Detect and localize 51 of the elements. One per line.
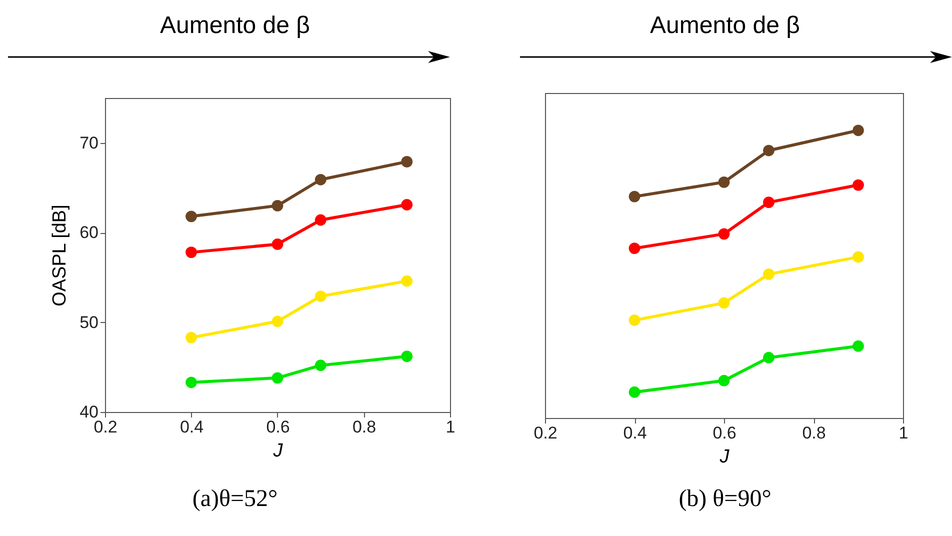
chart-title: Aumento de β <box>649 12 801 40</box>
x-tick-label: 0.4 <box>623 424 647 442</box>
x-tick-label: 0.6 <box>266 418 290 436</box>
point <box>852 124 864 136</box>
point <box>314 174 326 186</box>
point <box>186 210 197 222</box>
point <box>718 297 730 309</box>
y-tick-label: 70 <box>80 133 98 152</box>
point <box>401 156 413 168</box>
point <box>718 374 730 386</box>
x-tick-label: 1 <box>898 424 908 442</box>
text: (b) θ=90° <box>678 486 772 513</box>
x-tick-label: 0.2 <box>534 424 558 442</box>
point <box>852 340 864 352</box>
x-axis-title: J <box>272 440 284 462</box>
point <box>628 242 640 254</box>
x-tick-label: 0.6 <box>712 424 736 442</box>
point <box>763 196 774 208</box>
y-tick-label: 50 <box>80 312 98 332</box>
point <box>401 350 413 362</box>
chart-title: Aumento de β <box>159 12 311 40</box>
point <box>314 360 326 372</box>
x-axis-title: J <box>718 446 730 468</box>
point <box>763 352 774 364</box>
point <box>763 144 774 156</box>
point <box>272 316 284 328</box>
x-tick-label: 0.8 <box>352 418 376 436</box>
x-tick-label: 0.8 <box>802 424 826 442</box>
point <box>628 190 640 202</box>
point <box>401 275 413 287</box>
point <box>401 199 413 210</box>
point <box>628 314 640 326</box>
point <box>852 251 864 263</box>
point <box>628 386 640 398</box>
point <box>272 238 284 250</box>
point <box>186 246 197 258</box>
y-tick-label: 60 <box>80 223 98 242</box>
point <box>186 376 197 388</box>
point <box>272 372 284 384</box>
point <box>718 228 730 240</box>
point <box>272 200 284 212</box>
point <box>314 290 326 302</box>
y-axis-title: OASPL [dB] <box>50 204 71 306</box>
x-tick-label: 0.4 <box>180 418 204 436</box>
point <box>314 214 326 226</box>
text: (a)θ=52° <box>191 486 279 513</box>
point <box>186 332 197 344</box>
point <box>718 176 730 188</box>
x-tick-label: 1 <box>446 418 456 436</box>
point <box>763 268 774 280</box>
point <box>852 179 864 191</box>
